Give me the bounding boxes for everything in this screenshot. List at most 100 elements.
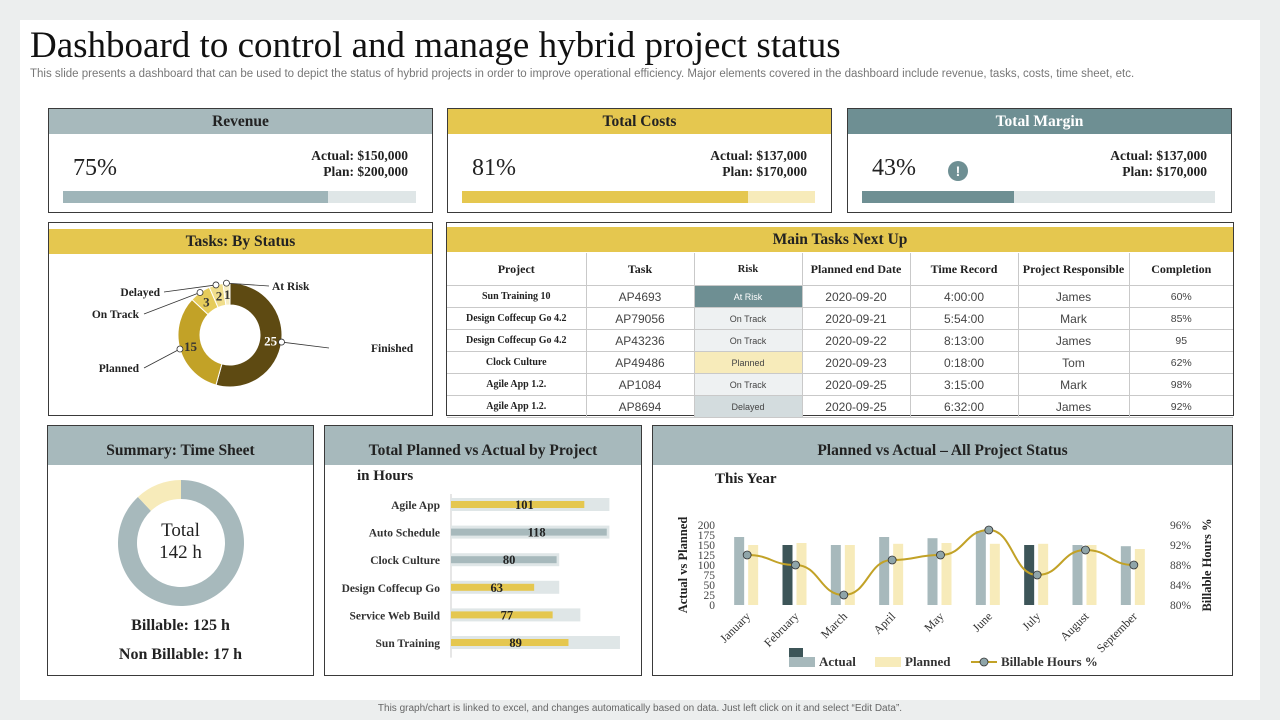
billable-hours-point xyxy=(742,550,752,560)
task-end-date: 2020-09-21 xyxy=(802,307,911,330)
task-time-record: 3:15:00 xyxy=(910,373,1019,396)
status-value-label: 25 xyxy=(264,334,278,349)
status-leader-line xyxy=(163,284,217,293)
task-risk: At Risk xyxy=(694,285,803,308)
revenue-panel: Revenue 75% Actual: $150,000 Plan: $200,… xyxy=(48,108,433,213)
revenue-actual: Actual: $150,000 xyxy=(311,148,408,163)
status-segment-finished xyxy=(215,282,283,388)
task-risk: On Track xyxy=(694,329,803,352)
table-header-row: Project Task Risk Planned end Date Time … xyxy=(447,253,1233,286)
status-leader-dot xyxy=(223,279,230,287)
planned-bar xyxy=(989,543,1000,605)
planned-bar xyxy=(1134,549,1145,605)
costs-actual: Actual: $137,000 xyxy=(710,148,807,163)
x-tick-label: April xyxy=(870,609,898,637)
task-project: Sun Training 10 xyxy=(447,285,587,308)
task-risk: Planned xyxy=(694,351,803,374)
legend-label-planned: Planned xyxy=(905,654,951,669)
planned-bar xyxy=(844,545,855,605)
costs-panel: Total Costs 81% Actual: $137,000 Plan: $… xyxy=(447,108,832,213)
planned-bar xyxy=(893,543,904,605)
task-time-record: 6:32:00 xyxy=(910,395,1019,418)
billable-hours-point xyxy=(791,560,800,570)
timesheet-billable: Billable: 125 h xyxy=(131,617,230,634)
main-tasks-table: Project Task Risk Planned end Date Time … xyxy=(447,253,1233,418)
table-row: Agile App 1.2. AP1084 On Track 2020-09-25 3:… xyxy=(447,373,1233,396)
status-value-label: 1 xyxy=(224,287,231,302)
y2-tick-label: 80% xyxy=(1170,600,1192,612)
task-id: AP49486 xyxy=(586,351,695,374)
x-tick-label: August xyxy=(1057,609,1092,644)
hbar-actual-bar xyxy=(451,639,569,646)
x-tick-label: February xyxy=(761,609,802,650)
col-header-project-responsible: Project Responsible xyxy=(1018,253,1130,286)
task-risk: On Track xyxy=(694,307,803,330)
non-billable-segment xyxy=(137,480,181,511)
main-tasks-title: Main Tasks Next Up xyxy=(447,227,1233,252)
task-project: Agile App 1.2. xyxy=(447,373,587,396)
actual-bar xyxy=(1120,546,1131,605)
hbar-actual-bar xyxy=(451,611,553,619)
x-tick-label: May xyxy=(921,609,946,634)
revenue-percent: 75% xyxy=(73,155,117,181)
hbar-value-label: 77 xyxy=(501,608,514,622)
hbar-actual-bar xyxy=(451,583,535,591)
status-leader-line xyxy=(143,292,201,315)
task-id: AP4693 xyxy=(586,285,695,308)
task-project: Design Coffecup Go 4.2 xyxy=(447,307,587,330)
table-row: Design Coffecup Go 4.2 AP43236 On Track 202… xyxy=(447,329,1233,352)
task-project: Design Coffecup Go 4.2 xyxy=(447,329,587,352)
y2-tick-label: 96% xyxy=(1170,520,1192,532)
footer-note: This graph/chart is linked to excel, and… xyxy=(377,703,903,714)
task-responsible: Mark xyxy=(1018,307,1130,330)
status-value-label: 15 xyxy=(184,339,198,354)
status-value-label: 2 xyxy=(216,289,223,304)
y2-axis-label: Billable Hours % xyxy=(1200,518,1214,611)
legend-swatch-actual-dark xyxy=(789,648,803,658)
task-time-record: 5:54:00 xyxy=(910,307,1019,330)
task-end-date: 2020-09-22 xyxy=(802,329,911,352)
margin-percent: 43% xyxy=(872,155,916,181)
y-tick-label: 0 xyxy=(709,600,715,612)
hbar-category-label: Agile App xyxy=(391,500,440,512)
x-tick-label: January xyxy=(717,609,753,645)
actual-bar xyxy=(734,537,745,605)
y-tick-label: 100 xyxy=(698,560,716,572)
tasks-status-panel: Tasks: By Status 25 Finished 15 Planned 3 On … xyxy=(48,222,433,416)
y-tick-label: 125 xyxy=(698,550,716,562)
legend-swatch-planned xyxy=(875,657,901,667)
margin-panel: Total Margin 43% ! Actual: $137,000 Plan… xyxy=(847,108,1232,213)
planned-bar xyxy=(941,543,952,605)
project-hours-panel: Total Planned vs Actual by Project in Ho… xyxy=(324,425,642,676)
task-responsible: James xyxy=(1018,285,1130,308)
hbar-value-label: 101 xyxy=(515,498,534,512)
status-value-label: 3 xyxy=(203,295,210,310)
y-tick-label: 150 xyxy=(698,540,716,552)
billable-hours-point xyxy=(1081,545,1090,555)
task-responsible: Mark xyxy=(1018,373,1130,396)
hbar-value-label: 63 xyxy=(490,581,503,595)
y-tick-label: 25 xyxy=(704,590,716,602)
hbar-category-label: Auto Schedule xyxy=(369,528,440,540)
billable-hours-point xyxy=(839,590,849,600)
margin-progress-bar xyxy=(862,191,1014,203)
costs-plan: Plan: $170,000 xyxy=(722,164,807,179)
timesheet-non-billable: Non Billable: 17 h xyxy=(118,646,243,663)
hbar-category-label: Design Coffecup Go xyxy=(342,583,441,595)
y-tick-label: 75 xyxy=(704,570,716,582)
status-category-label: Finished xyxy=(371,343,414,355)
actual-bar xyxy=(1024,545,1035,605)
status-leader-line xyxy=(281,341,330,349)
project-status-panel: Planned vs Actual – All Project Status T… xyxy=(652,425,1233,676)
actual-bar xyxy=(927,538,938,605)
planned-bar xyxy=(796,543,807,605)
col-header-project: Project xyxy=(447,253,587,286)
billable-segment xyxy=(118,480,245,606)
task-completion: 62% xyxy=(1129,351,1233,374)
status-leader-dot xyxy=(278,338,285,346)
task-project: Clock Culture xyxy=(447,351,587,374)
y-tick-label: 50 xyxy=(704,580,716,592)
col-header-time-record: Time Record xyxy=(910,253,1019,286)
actual-bar xyxy=(975,531,986,605)
legend-label-actual: Actual xyxy=(819,654,856,669)
